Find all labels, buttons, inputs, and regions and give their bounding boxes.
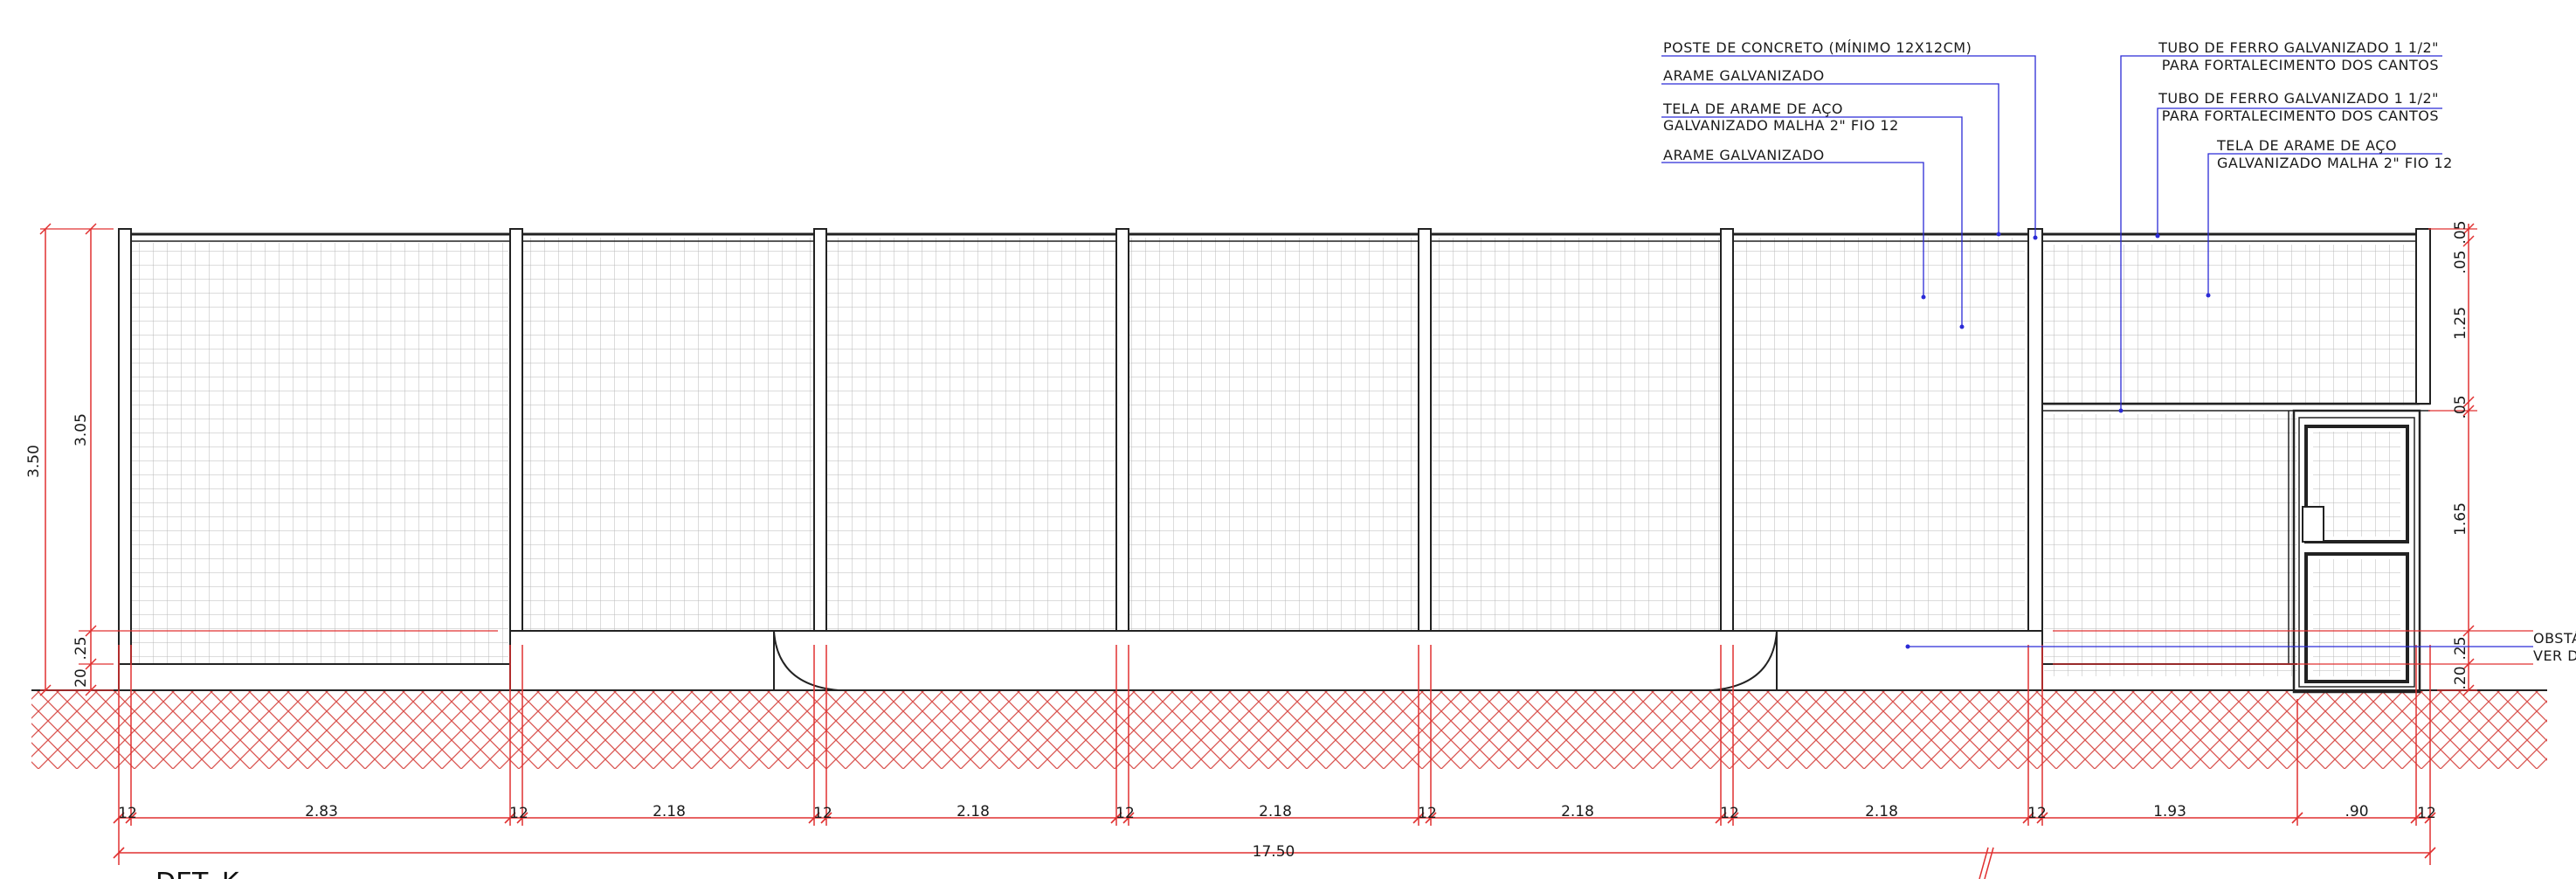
bottom-dimension-ticks (113, 812, 2436, 859)
callout-galvanized-wire-1: ARAME GALVANIZADO (1663, 67, 1825, 84)
dim-bottom-3: 2.18 (653, 803, 686, 820)
dim-right-6: .25 (2452, 636, 2469, 660)
dim-lower-base: 20 (73, 668, 90, 688)
right-dimensions (2462, 223, 2475, 696)
callout-steel-mesh-1-line1: TELA DE ARAME DE AÇO (1662, 100, 1843, 117)
dim-bottom-11: 2.18 (1865, 803, 1898, 820)
gate (2288, 409, 2421, 694)
callout-iron-tube-2-line2: PARA FORTALECIMENTO DOS CANTOS (2162, 107, 2439, 124)
ground-hatch (31, 690, 2547, 769)
dim-bottom-7: 2.18 (1259, 803, 1292, 820)
dim-total-height: 3.50 (25, 445, 43, 478)
dim-upper-base: .25 (73, 636, 90, 660)
callout-iron-tube-1-line2: PARA FORTALECIMENTO DOS CANTOS (2162, 57, 2439, 73)
note-obstacle-line1: OBSTÁ (2533, 630, 2576, 647)
dim-bottom-13: 1.93 (2153, 803, 2186, 820)
dim-bottom-14: .90 (2345, 803, 2368, 820)
callout-iron-tube-2-line1: TUBO DE FERRO GALVANIZADO 1 1/2" (2158, 90, 2439, 107)
detail-subtitle: DET. K (155, 868, 240, 879)
callout-steel-mesh-1-line2: GALVANIZADO MALHA 2" FIO 12 (1663, 117, 1899, 134)
callout-iron-tube-1-line1: TUBO DE FERRO GALVANIZADO 1 1/2" (2158, 39, 2439, 56)
callout-galvanized-wire-2: ARAME GALVANIZADO (1663, 147, 1825, 163)
callout-steel-mesh-2-line2: GALVANIZADO MALHA 2" FIO 12 (2217, 155, 2453, 171)
mesh-panels (131, 238, 2420, 676)
dim-bottom-0: 12 (118, 805, 137, 822)
callout-steel-mesh-2-line1: TELA DE ARAME DE AÇO (2216, 137, 2397, 154)
callout-concrete-post: POSTE DE CONCRETO (MÍNIMO 12X12CM) (1663, 39, 1972, 56)
dim-fence-height: 3.05 (73, 413, 90, 446)
dim-right-7: .20 (2452, 666, 2469, 689)
dim-right-4: .05 (2452, 395, 2469, 419)
dim-overall: 17.50 (1253, 843, 1295, 861)
dim-right-3: 1.25 (2452, 307, 2469, 340)
dim-bottom-12: 12 (2027, 805, 2047, 822)
dim-right-5: 1.65 (2452, 502, 2469, 536)
dim-bottom-9: 2.18 (1561, 803, 1594, 820)
dim-bottom-4: 12 (813, 805, 832, 822)
dim-bottom-6: 12 (1115, 805, 1135, 822)
red-reference-lines (40, 228, 2533, 691)
dim-right-1: .05 (2452, 220, 2469, 244)
dim-bottom-5: 2.18 (957, 803, 990, 820)
dim-bottom-1: 2.83 (305, 803, 338, 820)
note-obstacle-line2: VER D (2533, 647, 2576, 664)
dim-bottom-8: 12 (1418, 805, 1437, 822)
dim-bottom-10: 12 (1720, 805, 1739, 822)
dim-right-2: .05 (2452, 250, 2469, 273)
callout-endpoints (1905, 232, 2211, 649)
callout-leaders (1661, 55, 2533, 647)
bottom-dimension-chain (118, 645, 2431, 879)
dim-bottom-2: 12 (509, 805, 528, 822)
dim-bottom-15: 12 (2417, 805, 2436, 822)
left-dimensions (39, 223, 97, 696)
